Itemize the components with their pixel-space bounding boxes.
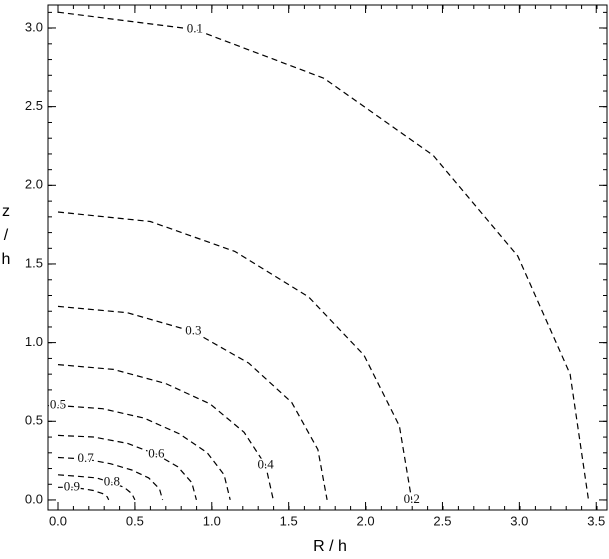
x-axis-label: R / h [313, 538, 347, 555]
y-tick-label: 1.0 [25, 334, 43, 349]
contour-label: 0.1 [187, 21, 203, 36]
y-axis-label: z / h [1, 203, 11, 268]
contour-line [57, 305, 328, 501]
x-tick-label: 3.0 [510, 513, 528, 528]
y-tick-label: 0.0 [25, 491, 43, 506]
plot-frame [47, 4, 608, 511]
x-tick-label: 2.0 [357, 513, 375, 528]
contour-line [57, 364, 274, 501]
contour-line [57, 404, 231, 501]
contour-line [57, 474, 136, 501]
x-tick-label: 1.5 [280, 513, 298, 528]
y-tick-label: 2.0 [25, 177, 43, 192]
x-tick-label: 0.5 [126, 513, 144, 528]
contour-label: 0.5 [50, 397, 66, 412]
x-tick-label: 2.5 [433, 513, 451, 528]
y-tick-label: 1.5 [25, 255, 43, 270]
y-tick-label: 3.0 [25, 19, 43, 34]
contour-line [57, 211, 413, 500]
y-tick-label: 0.5 [25, 413, 43, 428]
contour-line [58, 486, 110, 501]
contour-label: 0.8 [104, 474, 120, 489]
contour-line [57, 456, 164, 501]
contour-line [57, 11, 590, 500]
x-tick-label: 0.0 [49, 513, 67, 528]
contour-label: 0.9 [64, 478, 80, 493]
y-tick-label: 2.5 [25, 98, 43, 113]
contour-label: 0.3 [185, 323, 201, 338]
x-tick-label: 1.0 [203, 513, 221, 528]
contour-label: 0.4 [257, 456, 274, 471]
contour-label: 0.2 [404, 491, 420, 506]
contour-label: 0.7 [78, 450, 95, 465]
contour-line [57, 434, 197, 501]
x-tick-label: 3.5 [587, 513, 605, 528]
contour-label: 0.6 [148, 445, 165, 460]
